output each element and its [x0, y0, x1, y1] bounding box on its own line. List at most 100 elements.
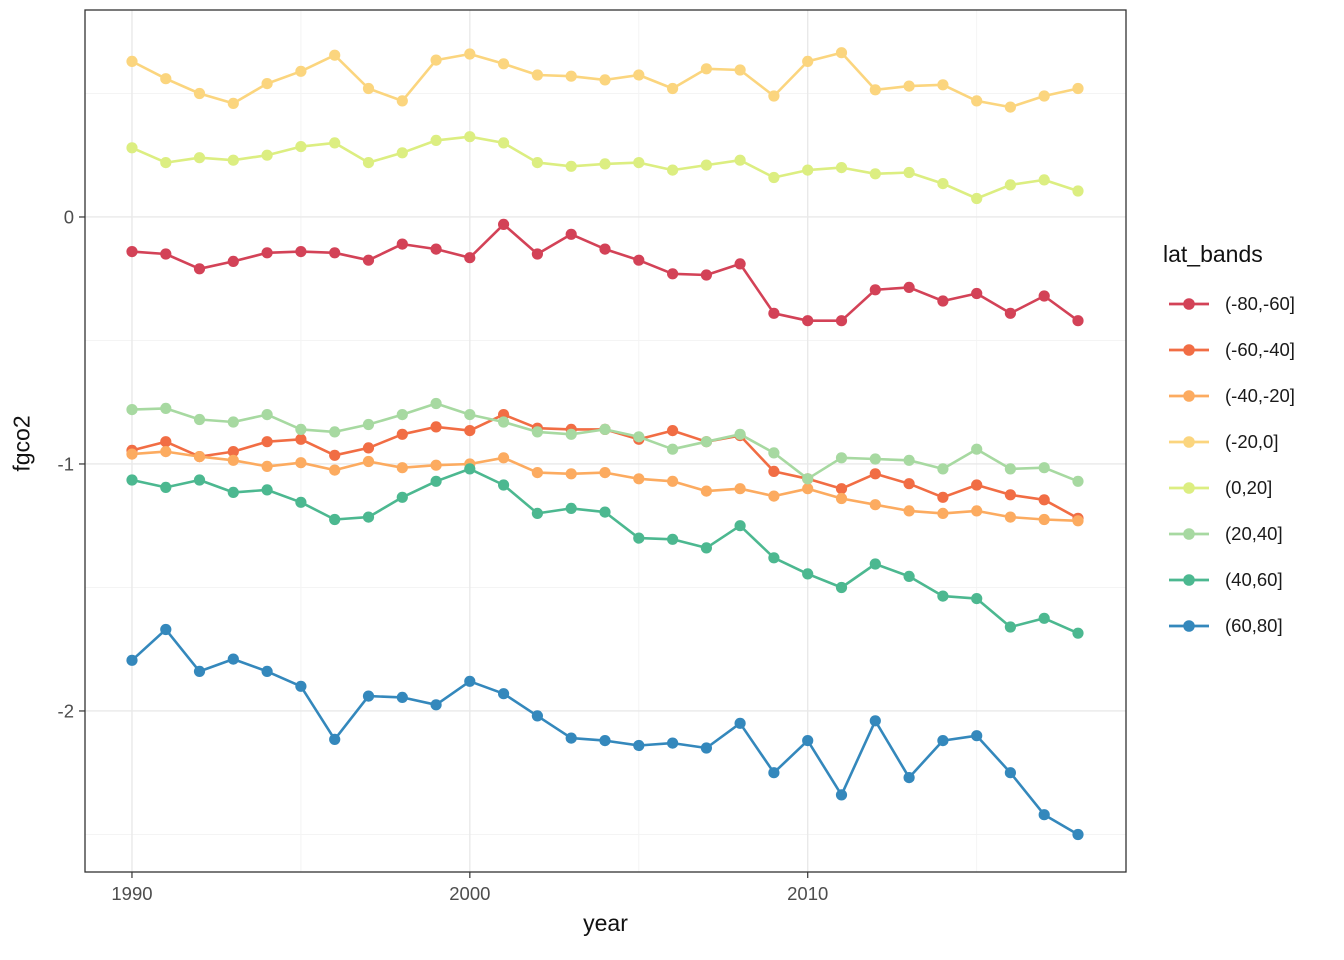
data-point: [329, 247, 341, 259]
data-point: [295, 457, 307, 469]
data-point: [1038, 290, 1050, 302]
data-point: [295, 680, 307, 692]
data-point: [329, 733, 341, 746]
data-point: [971, 287, 983, 300]
data-point: [633, 157, 645, 169]
data-point: [633, 69, 645, 81]
data-point: [1038, 612, 1050, 624]
data-point: [937, 295, 949, 307]
data-point: [193, 263, 206, 275]
data-point: [599, 735, 611, 747]
data-point: [1004, 101, 1017, 113]
legend-item-label: (-60,-40]: [1225, 339, 1295, 360]
data-point: [869, 84, 881, 96]
data-point: [599, 506, 611, 518]
legend-item: (-40,-20]: [1167, 373, 1295, 419]
data-point: [464, 425, 476, 437]
data-point: [903, 166, 915, 179]
data-point: [193, 152, 206, 164]
data-point: [261, 484, 273, 496]
legend-items: (-80,-60] (-60,-40] (-40,-20] (-20,0] (0,20]…: [1167, 281, 1295, 649]
data-point: [599, 74, 611, 86]
data-point: [734, 258, 746, 270]
data-point: [329, 49, 341, 61]
data-point: [835, 315, 848, 327]
data-point: [531, 248, 544, 260]
data-point: [835, 789, 848, 801]
data-point: [734, 520, 746, 532]
data-point: [768, 465, 780, 477]
data-point: [160, 402, 172, 414]
data-point: [903, 570, 915, 583]
data-point: [498, 137, 510, 149]
data-point: [903, 281, 915, 293]
data-point: [464, 48, 476, 60]
data-point: [329, 464, 341, 476]
data-point: [971, 95, 983, 107]
data-point: [396, 462, 408, 474]
data-point: [160, 436, 172, 448]
data-point: [396, 491, 408, 503]
data-point: [768, 171, 780, 184]
data-point: [802, 483, 814, 495]
data-point: [261, 247, 273, 259]
data-point: [1038, 462, 1050, 474]
data-point: [802, 473, 814, 485]
data-point: [633, 431, 645, 443]
x-axis-title: year: [583, 910, 628, 936]
data-point: [396, 95, 408, 107]
data-point: [667, 443, 679, 455]
legend-key-icon: [1169, 436, 1209, 448]
data-point: [903, 505, 915, 517]
y-tick-label: -2: [58, 700, 74, 721]
data-point: [869, 168, 881, 180]
data-point: [531, 710, 544, 722]
data-point: [1038, 174, 1050, 186]
legend-item: (0,20]: [1167, 465, 1295, 511]
legend-item: (-80,-60]: [1167, 281, 1295, 327]
data-point: [396, 409, 408, 421]
data-point: [160, 623, 172, 636]
data-point: [565, 428, 577, 440]
legend-item: (-20,0]: [1167, 419, 1295, 465]
data-point: [869, 453, 881, 465]
data-point: [1072, 828, 1084, 841]
data-point: [667, 82, 679, 95]
data-point: [1072, 315, 1084, 327]
data-point: [599, 243, 611, 255]
data-point: [126, 142, 138, 154]
legend-item: (60,80]: [1167, 603, 1295, 649]
data-point: [531, 426, 544, 438]
data-point: [227, 653, 239, 665]
data-point: [802, 315, 814, 327]
data-point: [768, 90, 780, 102]
data-point: [464, 409, 476, 421]
data-point: [835, 492, 848, 505]
data-point: [937, 79, 949, 91]
legend-item: (-60,-40]: [1167, 327, 1295, 373]
data-point: [565, 732, 577, 744]
data-point: [1038, 809, 1050, 821]
data-point: [1004, 767, 1017, 779]
data-point: [1004, 179, 1017, 191]
data-point: [531, 507, 544, 519]
data-point: [261, 460, 273, 472]
data-point: [160, 248, 172, 260]
data-point: [667, 737, 679, 749]
legend-item-label: (40,60]: [1225, 569, 1283, 590]
data-point: [700, 542, 713, 554]
data-point: [295, 65, 307, 77]
data-point: [126, 246, 138, 258]
legend-item-label: (0,20]: [1225, 477, 1273, 498]
data-point: [160, 481, 172, 493]
data-point: [362, 442, 375, 454]
data-point: [227, 416, 239, 428]
data-point: [1004, 463, 1017, 475]
data-point: [329, 426, 341, 438]
data-point: [464, 252, 476, 264]
x-tick-label: 1990: [111, 883, 152, 904]
data-point: [565, 70, 577, 82]
data-point: [193, 87, 206, 100]
data-point: [937, 590, 949, 602]
